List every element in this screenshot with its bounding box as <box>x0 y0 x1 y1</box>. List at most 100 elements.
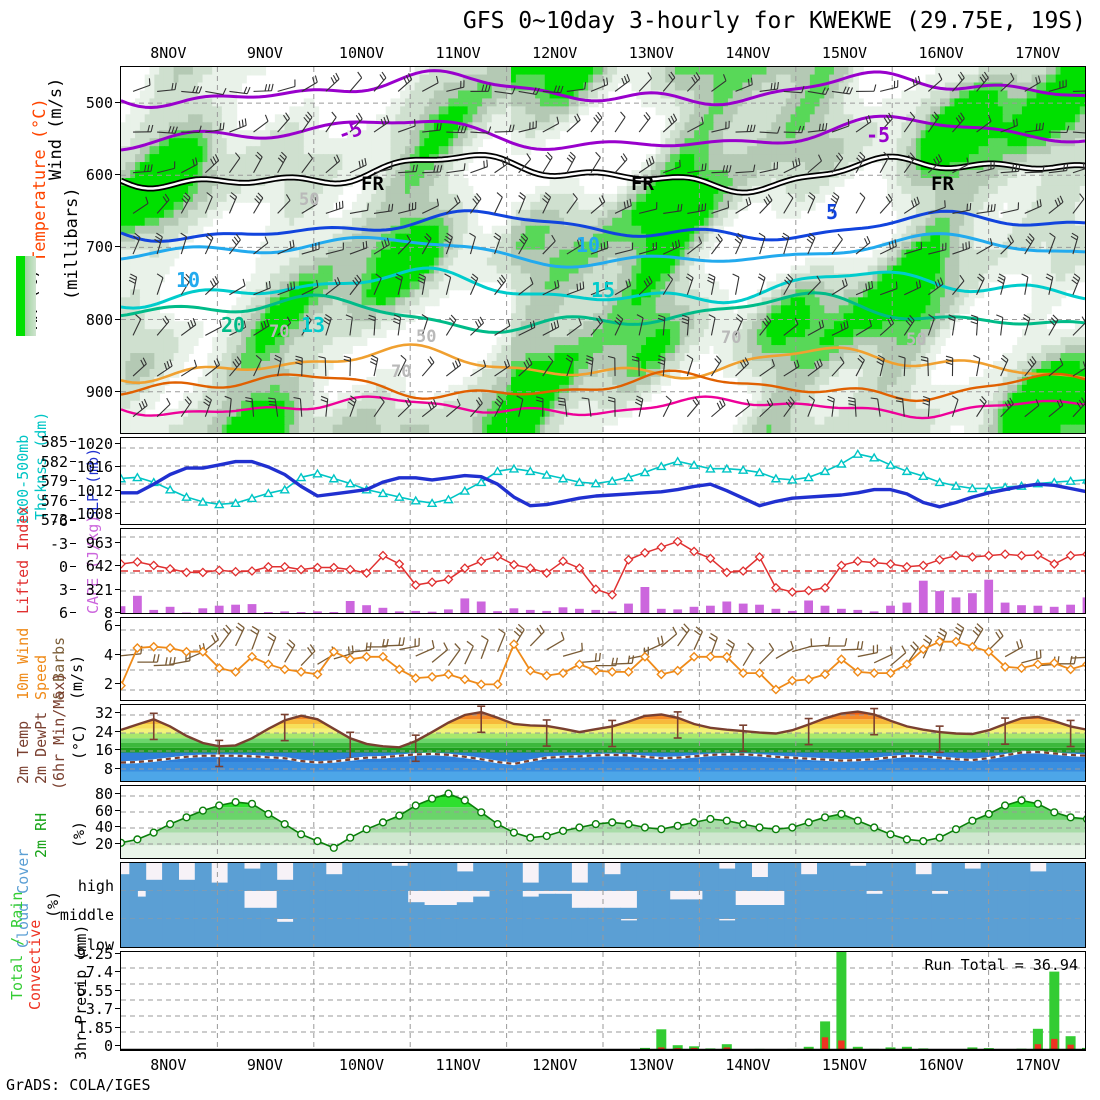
precip-chart <box>121 952 1085 1050</box>
tick-li-0: 0 <box>58 558 68 576</box>
cloud-row-low: low <box>86 936 114 954</box>
rh-legend-swatch <box>16 256 36 336</box>
rh-2m-chart <box>121 786 1085 858</box>
cloud-row-middle: middle <box>59 906 114 924</box>
day-label-16nov: 16NOV <box>918 44 964 62</box>
day-label-14nov: 14NOV <box>725 1056 771 1074</box>
run-total-label: Run Total = 36.94 <box>924 956 1078 974</box>
temp-dewpt-chart <box>121 705 1085 781</box>
tick-cape-321-mark <box>115 588 122 590</box>
tick-thickness-585: 585 <box>40 433 68 451</box>
tick-li--6: -6 <box>49 512 68 530</box>
tick-pressure-500-mark <box>115 102 122 104</box>
tick-precip-0-mark <box>115 1045 122 1046</box>
tick-slp-1008: 1008 <box>76 505 113 523</box>
tick-pressure-900: 900 <box>85 382 113 401</box>
tick-cape-963: 963 <box>85 534 113 552</box>
tick-rh-20: 20 <box>94 835 113 853</box>
day-label-11nov: 11NOV <box>435 44 481 62</box>
day-label-15nov: 15NOV <box>821 1056 868 1074</box>
tick-thickness-582: 582 <box>40 452 68 471</box>
tick-rh-60: 60 <box>94 801 113 820</box>
legend-temperature: Temperature (°C) <box>30 98 50 262</box>
tick-li-3: 3 <box>58 581 68 599</box>
panel-upper-air[interactable]: -5 -5 5 10 10 15 20 13 50 50 50 70 70 70 FR FR FR <box>120 66 1086 434</box>
tick-temp-24-mark <box>115 730 122 732</box>
panel-precip[interactable] <box>120 951 1086 1051</box>
tick-li--3: -3 <box>49 535 68 553</box>
footer-credit: GrADS: COLA/IGES <box>6 1076 151 1094</box>
day-label-15nov: 15NOV <box>821 44 868 62</box>
tick-cape-321: 321 <box>85 580 113 599</box>
tick-pressure-500: 500 <box>85 94 113 113</box>
tick-wind-4-mark <box>115 654 122 655</box>
day-label-14nov: 14NOV <box>725 44 771 62</box>
tick-precip-7.4: 7.4 <box>85 963 113 982</box>
tick-li-6: 6 <box>58 604 68 622</box>
tick-rh-80: 80 <box>94 785 113 803</box>
day-label-16nov: 16NOV <box>918 1056 964 1074</box>
day-label-8nov: 8NOV <box>150 44 187 62</box>
page-title: GFS 0~10day 3-hourly for KWEKWE (29.75E,… <box>462 8 1086 34</box>
panel-cloud-cover[interactable] <box>120 862 1086 948</box>
tick-thickness-mark <box>70 460 76 462</box>
tick-slp-1012-mark <box>115 489 122 491</box>
panel-slp-thickness[interactable] <box>120 437 1086 525</box>
panel-2m-rh[interactable] <box>120 785 1086 859</box>
legend-temp-units: (°C) <box>70 723 88 760</box>
tick-precip-0: 0 <box>103 1037 113 1055</box>
tick-li-mark <box>70 612 76 613</box>
tick-thickness-576: 576 <box>40 491 68 510</box>
legend-10m-wind: 10m Wind <box>14 627 32 700</box>
day-label-13nov: 13NOV <box>628 44 674 62</box>
tick-pressure-600: 600 <box>85 166 113 185</box>
tick-temp-8-mark <box>115 768 122 769</box>
tick-pressure-600-mark <box>115 174 122 176</box>
legend-minmax: (6hr Min/Max) <box>50 672 68 790</box>
tick-thickness-573: 573 <box>40 511 68 529</box>
tick-precip-9.25: 9.25 <box>76 945 113 963</box>
tick-pressure-700-mark <box>115 246 122 248</box>
tick-temp-32-mark <box>115 712 122 713</box>
tick-pressure-800-mark <box>115 318 122 320</box>
legend-2m-temp: 2m Temp <box>14 720 32 784</box>
tick-precip-1.85-mark <box>115 1026 122 1028</box>
tick-rh-60-mark <box>115 809 122 811</box>
tick-rh-80-mark <box>115 793 122 794</box>
panel-2m-temp[interactable] <box>120 704 1086 782</box>
tick-rh-40: 40 <box>94 818 113 837</box>
day-label-8nov: 8NOV <box>150 1056 187 1074</box>
legend-2m-dewpt: 2m DewPt <box>32 711 50 784</box>
legend-2m-rh-units: (%) <box>70 820 88 848</box>
tick-precip-7.4-mark <box>115 971 122 973</box>
tick-thickness-579: 579 <box>40 472 68 490</box>
tick-precip-1.85: 1.85 <box>76 1018 113 1037</box>
day-label-12nov: 12NOV <box>532 1056 578 1074</box>
day-label-11nov: 11NOV <box>435 1056 481 1074</box>
tick-wind-6-mark <box>115 625 122 626</box>
tick-pressure-700: 700 <box>85 238 113 257</box>
panel-10m-wind[interactable] <box>120 617 1086 701</box>
tick-temp-24: 24 <box>94 722 113 741</box>
cloud-row-high: high <box>77 877 114 895</box>
tick-li-mark <box>70 566 76 567</box>
tick-precip-5.55-mark <box>115 989 122 991</box>
tick-thickness-mark <box>70 441 76 442</box>
legend-precip-total: Total / Rain <box>8 891 26 1000</box>
tick-wind-4: 4 <box>103 646 113 664</box>
slp-thickness-chart <box>121 438 1085 524</box>
day-label-17nov: 17NOV <box>1015 1056 1061 1074</box>
tick-li-mark <box>70 589 76 590</box>
tick-li-mark <box>70 520 76 521</box>
tick-precip-3.7-mark <box>115 1008 122 1010</box>
tick-temp-16: 16 <box>94 741 113 760</box>
tick-thickness-mark <box>70 480 76 481</box>
tick-precip-3.7: 3.7 <box>85 1000 113 1019</box>
day-label-9nov: 9NOV <box>246 44 283 62</box>
tick-wind-2: 2 <box>103 675 113 693</box>
panel-li-cape[interactable] <box>120 528 1086 614</box>
tick-temp-8: 8 <box>103 760 113 778</box>
legend-lifted-index: Lifted Index <box>14 505 32 614</box>
day-label-17nov: 17NOV <box>1015 44 1061 62</box>
